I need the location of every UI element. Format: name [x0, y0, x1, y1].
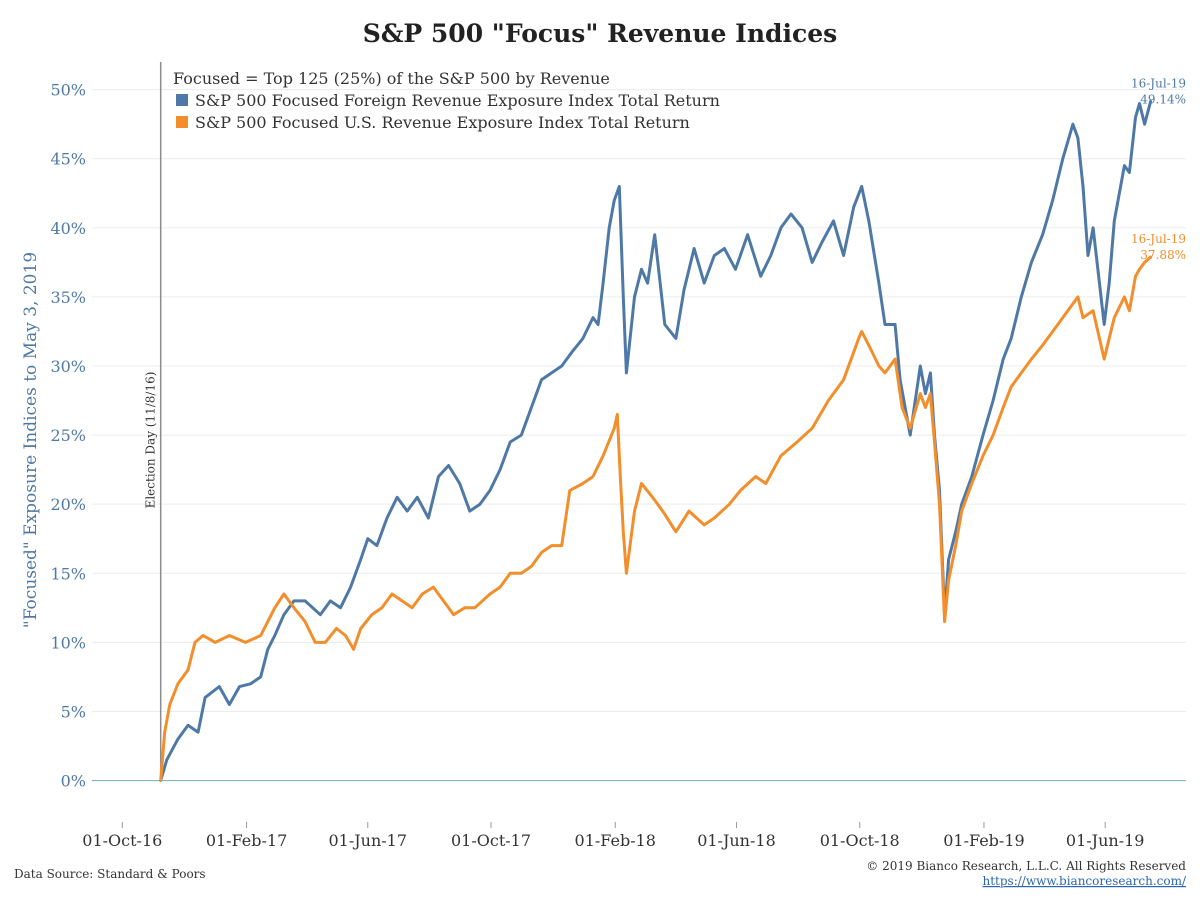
chart-title: S&P 500 "Focus" Revenue Indices	[363, 19, 837, 48]
x-tick-label: 01-Oct-17	[451, 831, 531, 850]
y-tick-label: 50%	[50, 81, 86, 100]
legend-label-foreign: S&P 500 Focused Foreign Revenue Exposure…	[195, 91, 720, 110]
end-label-value: 49.14%	[1140, 93, 1186, 107]
end-label-value: 37.88%	[1140, 248, 1186, 262]
x-tick-label: 01-Feb-17	[206, 831, 287, 850]
y-axis-label: "Focused" Exposure Indices to May 3, 201…	[21, 252, 41, 628]
website-link[interactable]: https://www.biancoresearch.com/	[982, 874, 1186, 888]
legend-label-us: S&P 500 Focused U.S. Revenue Exposure In…	[195, 113, 690, 132]
election-day-marker: Election Day (11/8/16)	[144, 62, 162, 781]
x-tick-label: 01-Oct-18	[820, 831, 900, 850]
y-tick-label: 10%	[50, 633, 86, 652]
x-tick-label: 01-Jun-18	[697, 831, 776, 850]
legend-header: Focused = Top 125 (25%) of the S&P 500 b…	[173, 69, 610, 88]
y-tick-label: 30%	[50, 357, 86, 376]
series-line-foreign	[159, 100, 1153, 782]
gridlines	[92, 89, 1186, 782]
y-tick-label: 35%	[50, 288, 86, 307]
data-source-note: Data Source: Standard & Poors	[14, 867, 206, 881]
x-tick-label: 01-Jun-17	[328, 831, 407, 850]
y-tick-label: 40%	[50, 219, 86, 238]
y-tick-label: 45%	[50, 150, 86, 169]
election-day-label: Election Day (11/8/16)	[144, 372, 158, 509]
y-tick-label: 5%	[61, 702, 86, 721]
x-tick-label: 01-Feb-19	[943, 831, 1024, 850]
y-tick-label: 25%	[50, 426, 86, 445]
legend-swatch-us	[176, 116, 188, 128]
x-tick-label: 01-Feb-18	[575, 831, 656, 850]
legend: Focused = Top 125 (25%) of the S&P 500 b…	[173, 69, 720, 132]
y-tick-label: 0%	[61, 772, 86, 791]
x-tick-label: 01-Oct-16	[82, 831, 162, 850]
y-tick-label: 15%	[50, 564, 86, 583]
end-label-date: 16-Jul-19	[1131, 77, 1186, 91]
copyright-note: © 2019 Bianco Research, L.L.C. All Right…	[866, 859, 1186, 873]
end-labels: 16-Jul-19 49.14% 16-Jul-19 37.88%	[1131, 77, 1186, 263]
end-label-date: 16-Jul-19	[1131, 232, 1186, 246]
x-axis: 01-Oct-16 01-Feb-17 01-Jun-17 01-Oct-17 01-F…	[82, 822, 1144, 850]
legend-swatch-foreign	[176, 94, 188, 106]
y-axis: 0% 5% 10% 15% 20% 25% 30% 35% 40% 45% 50%	[50, 81, 86, 791]
series-line-us	[159, 255, 1153, 782]
series-lines	[159, 100, 1153, 782]
y-tick-label: 20%	[50, 495, 86, 514]
x-tick-label: 01-Jun-19	[1066, 831, 1145, 850]
